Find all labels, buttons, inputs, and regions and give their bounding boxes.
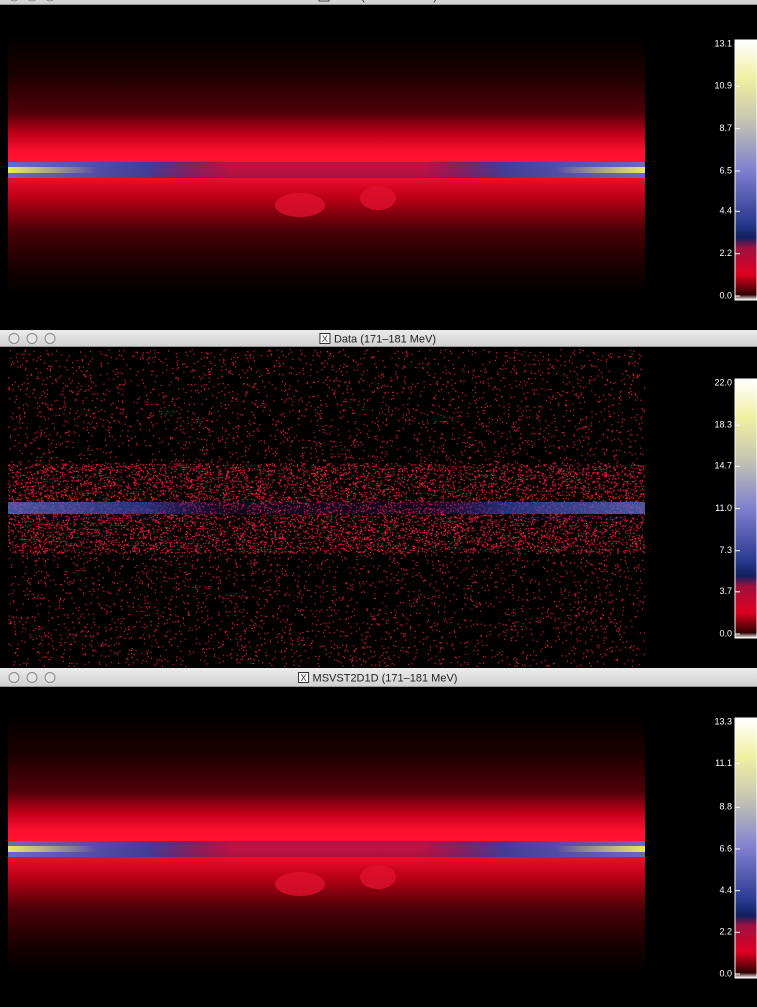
- window-button[interactable]: [9, 0, 19, 2]
- sky-map-core: [8, 502, 645, 514]
- x11-icon-glyph: X: [322, 334, 328, 344]
- colorbar-tick-label: 4.4: [719, 885, 732, 895]
- colorbar-tick-label: 8.8: [719, 802, 732, 812]
- window-button[interactable]: [44, 333, 56, 344]
- window-button[interactable]: [26, 672, 38, 683]
- colorbar: [734, 39, 757, 301]
- sky-map-blob: [360, 186, 396, 210]
- title-bar: [0, 330, 757, 347]
- colorbar-tick-label: 6.6: [719, 843, 732, 853]
- colorbar: [734, 717, 757, 979]
- colorbar-tick-label: 6.5: [719, 165, 732, 175]
- colorbar-tick-label: 7.3: [719, 545, 732, 555]
- window-button[interactable]: [27, 0, 37, 2]
- colorbar-tick-label: 14.7: [714, 461, 732, 471]
- colorbar-tick-label: 3.7: [719, 586, 732, 596]
- window-button[interactable]: [8, 672, 20, 683]
- colorbar-tick-label: 8.7: [719, 123, 732, 133]
- colorbar-tick-label: 11.0: [715, 503, 732, 513]
- colorbar-tick-label: 0.0: [719, 290, 732, 300]
- sky-map-peak: [8, 167, 645, 173]
- x11-icon-glyph: X: [321, 0, 327, 1]
- colorbar-tick-label: 13.1: [714, 38, 732, 48]
- colorbar-tick-label: 2.2: [719, 248, 732, 258]
- colorbar-tick-label: 0.0: [719, 628, 732, 638]
- window-button[interactable]: [8, 333, 20, 344]
- colorbar-tick-label: 0.0: [719, 968, 732, 978]
- window-title: MSVST2D1D (171–181 MeV): [313, 672, 458, 684]
- colorbar-tick-label: 4.4: [719, 206, 732, 216]
- window-button[interactable]: [26, 333, 38, 344]
- sky-map-blob: [360, 865, 396, 889]
- colorbar-tick-label: 2.2: [719, 927, 732, 937]
- window-title: Simu (171–181 MeV): [333, 0, 437, 3]
- sky-map-blob: [275, 872, 325, 896]
- colorbar-tick-label: 22.0: [714, 377, 732, 387]
- title-bar: [0, 0, 757, 5]
- window-button[interactable]: [45, 0, 55, 2]
- colorbar-tick-label: 18.3: [714, 420, 732, 430]
- x11-icon-glyph: X: [301, 673, 307, 683]
- x11-icon: [298, 672, 310, 683]
- x11-icon: [318, 0, 330, 2]
- sky-map-peak: [8, 846, 645, 852]
- window-title: Data (171–181 MeV): [334, 333, 436, 345]
- sky-map-blob: [275, 193, 325, 217]
- x11-icon: [319, 333, 331, 344]
- window-button[interactable]: [44, 672, 56, 683]
- colorbar-tick-label: 10.9: [714, 81, 732, 91]
- colorbar-tick-label: 11.1: [715, 758, 732, 768]
- title-bar: [0, 668, 757, 687]
- colorbar-tick-label: 13.3: [714, 716, 732, 726]
